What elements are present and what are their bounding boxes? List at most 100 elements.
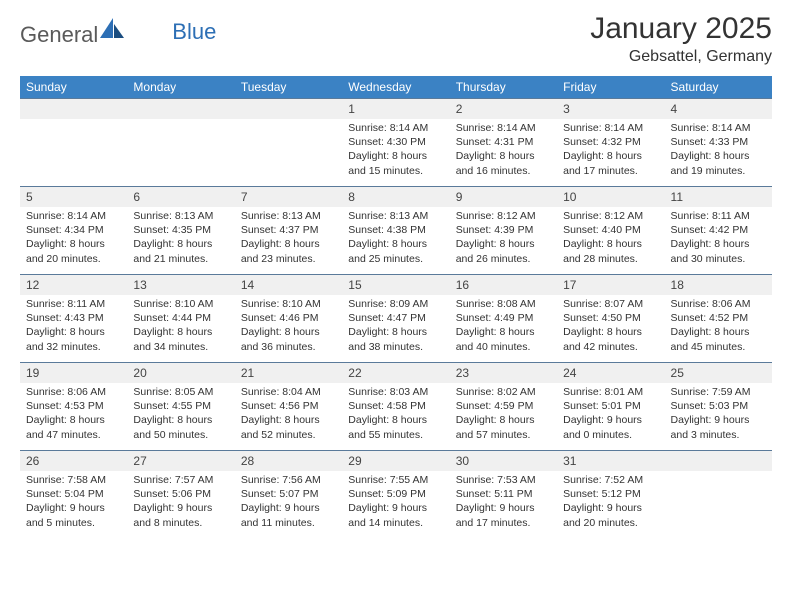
sunset-text: Sunset: 5:09 PM <box>348 487 443 501</box>
sunrise-text: Sunrise: 8:08 AM <box>456 297 551 311</box>
day-header: Friday <box>557 76 664 98</box>
day-number: 24 <box>557 363 664 383</box>
daylight-text: Daylight: 8 hours and 50 minutes. <box>133 413 228 441</box>
sunrise-text: Sunrise: 8:05 AM <box>133 385 228 399</box>
day-content: Sunrise: 8:12 AMSunset: 4:39 PMDaylight:… <box>450 207 557 270</box>
day-content: Sunrise: 8:13 AMSunset: 4:35 PMDaylight:… <box>127 207 234 270</box>
daylight-text: Daylight: 8 hours and 32 minutes. <box>26 325 121 353</box>
sunrise-text: Sunrise: 8:01 AM <box>563 385 658 399</box>
daylight-text: Daylight: 8 hours and 21 minutes. <box>133 237 228 265</box>
brand-sail-icon <box>100 18 124 38</box>
day-content: Sunrise: 8:10 AMSunset: 4:46 PMDaylight:… <box>235 295 342 358</box>
sunrise-text: Sunrise: 8:13 AM <box>133 209 228 223</box>
sunset-text: Sunset: 4:31 PM <box>456 135 551 149</box>
day-content: Sunrise: 8:14 AMSunset: 4:33 PMDaylight:… <box>665 119 772 182</box>
sunrise-text: Sunrise: 8:13 AM <box>348 209 443 223</box>
sunset-text: Sunset: 4:50 PM <box>563 311 658 325</box>
sunset-text: Sunset: 4:30 PM <box>348 135 443 149</box>
calendar-table: Sunday Monday Tuesday Wednesday Thursday… <box>20 76 772 538</box>
sunrise-text: Sunrise: 8:03 AM <box>348 385 443 399</box>
day-content: Sunrise: 8:09 AMSunset: 4:47 PMDaylight:… <box>342 295 449 358</box>
calendar-cell: 27Sunrise: 7:57 AMSunset: 5:06 PMDayligh… <box>127 450 234 538</box>
location-label: Gebsattel, Germany <box>590 48 772 66</box>
day-number: 8 <box>342 187 449 207</box>
day-number: 6 <box>127 187 234 207</box>
calendar-cell: 9Sunrise: 8:12 AMSunset: 4:39 PMDaylight… <box>450 186 557 274</box>
day-content: Sunrise: 8:14 AMSunset: 4:34 PMDaylight:… <box>20 207 127 270</box>
calendar-cell: 2Sunrise: 8:14 AMSunset: 4:31 PMDaylight… <box>450 98 557 186</box>
calendar-cell: 13Sunrise: 8:10 AMSunset: 4:44 PMDayligh… <box>127 274 234 362</box>
day-content: Sunrise: 8:13 AMSunset: 4:37 PMDaylight:… <box>235 207 342 270</box>
daylight-text: Daylight: 8 hours and 34 minutes. <box>133 325 228 353</box>
day-header: Wednesday <box>342 76 449 98</box>
day-number: 14 <box>235 275 342 295</box>
day-content: Sunrise: 8:08 AMSunset: 4:49 PMDaylight:… <box>450 295 557 358</box>
calendar-cell: 29Sunrise: 7:55 AMSunset: 5:09 PMDayligh… <box>342 450 449 538</box>
sunset-text: Sunset: 4:39 PM <box>456 223 551 237</box>
calendar-cell: 17Sunrise: 8:07 AMSunset: 4:50 PMDayligh… <box>557 274 664 362</box>
day-number: 31 <box>557 451 664 471</box>
sunrise-text: Sunrise: 8:12 AM <box>456 209 551 223</box>
daylight-text: Daylight: 8 hours and 42 minutes. <box>563 325 658 353</box>
calendar-cell: 3Sunrise: 8:14 AMSunset: 4:32 PMDaylight… <box>557 98 664 186</box>
calendar-cell: 19Sunrise: 8:06 AMSunset: 4:53 PMDayligh… <box>20 362 127 450</box>
day-content: Sunrise: 7:58 AMSunset: 5:04 PMDaylight:… <box>20 471 127 534</box>
daylight-text: Daylight: 9 hours and 14 minutes. <box>348 501 443 529</box>
calendar-cell: 5Sunrise: 8:14 AMSunset: 4:34 PMDaylight… <box>20 186 127 274</box>
sunset-text: Sunset: 4:58 PM <box>348 399 443 413</box>
calendar-cell: 11Sunrise: 8:11 AMSunset: 4:42 PMDayligh… <box>665 186 772 274</box>
sunrise-text: Sunrise: 8:14 AM <box>563 121 658 135</box>
daylight-text: Daylight: 8 hours and 23 minutes. <box>241 237 336 265</box>
calendar-cell: 6Sunrise: 8:13 AMSunset: 4:35 PMDaylight… <box>127 186 234 274</box>
daylight-text: Daylight: 9 hours and 8 minutes. <box>133 501 228 529</box>
day-number: 23 <box>450 363 557 383</box>
sunset-text: Sunset: 4:33 PM <box>671 135 766 149</box>
day-number: 7 <box>235 187 342 207</box>
sunrise-text: Sunrise: 8:06 AM <box>671 297 766 311</box>
day-header: Monday <box>127 76 234 98</box>
day-number: 11 <box>665 187 772 207</box>
day-number: 26 <box>20 451 127 471</box>
day-number: 17 <box>557 275 664 295</box>
day-number: 20 <box>127 363 234 383</box>
daylight-text: Daylight: 8 hours and 30 minutes. <box>671 237 766 265</box>
daylight-text: Daylight: 8 hours and 47 minutes. <box>26 413 121 441</box>
day-content: Sunrise: 7:53 AMSunset: 5:11 PMDaylight:… <box>450 471 557 534</box>
sunset-text: Sunset: 4:53 PM <box>26 399 121 413</box>
brand-logo: General Blue <box>20 18 216 52</box>
sunset-text: Sunset: 5:12 PM <box>563 487 658 501</box>
day-content: Sunrise: 7:52 AMSunset: 5:12 PMDaylight:… <box>557 471 664 534</box>
sunset-text: Sunset: 5:07 PM <box>241 487 336 501</box>
calendar-cell: 10Sunrise: 8:12 AMSunset: 4:40 PMDayligh… <box>557 186 664 274</box>
day-header: Tuesday <box>235 76 342 98</box>
calendar-cell: 28Sunrise: 7:56 AMSunset: 5:07 PMDayligh… <box>235 450 342 538</box>
day-number: 25 <box>665 363 772 383</box>
daylight-text: Daylight: 9 hours and 11 minutes. <box>241 501 336 529</box>
day-header: Saturday <box>665 76 772 98</box>
sunset-text: Sunset: 4:38 PM <box>348 223 443 237</box>
sunrise-text: Sunrise: 8:14 AM <box>348 121 443 135</box>
sunset-text: Sunset: 5:01 PM <box>563 399 658 413</box>
daylight-text: Daylight: 8 hours and 52 minutes. <box>241 413 336 441</box>
calendar-cell: 8Sunrise: 8:13 AMSunset: 4:38 PMDaylight… <box>342 186 449 274</box>
title-block: January 2025 Gebsattel, Germany <box>590 12 772 66</box>
sunset-text: Sunset: 4:55 PM <box>133 399 228 413</box>
calendar-week: 5Sunrise: 8:14 AMSunset: 4:34 PMDaylight… <box>20 186 772 274</box>
daylight-text: Daylight: 9 hours and 17 minutes. <box>456 501 551 529</box>
day-content: Sunrise: 8:10 AMSunset: 4:44 PMDaylight:… <box>127 295 234 358</box>
sunset-text: Sunset: 4:46 PM <box>241 311 336 325</box>
sunrise-text: Sunrise: 7:52 AM <box>563 473 658 487</box>
calendar-cell: 12Sunrise: 8:11 AMSunset: 4:43 PMDayligh… <box>20 274 127 362</box>
day-number: 3 <box>557 99 664 119</box>
sunset-text: Sunset: 4:37 PM <box>241 223 336 237</box>
header: General Blue January 2025 Gebsattel, Ger… <box>20 12 772 66</box>
calendar-cell: 22Sunrise: 8:03 AMSunset: 4:58 PMDayligh… <box>342 362 449 450</box>
calendar-cell: 30Sunrise: 7:53 AMSunset: 5:11 PMDayligh… <box>450 450 557 538</box>
day-number: 21 <box>235 363 342 383</box>
calendar-week: 12Sunrise: 8:11 AMSunset: 4:43 PMDayligh… <box>20 274 772 362</box>
calendar-week: 19Sunrise: 8:06 AMSunset: 4:53 PMDayligh… <box>20 362 772 450</box>
calendar-cell <box>20 98 127 186</box>
day-number: 12 <box>20 275 127 295</box>
sunrise-text: Sunrise: 8:14 AM <box>456 121 551 135</box>
sunrise-text: Sunrise: 7:57 AM <box>133 473 228 487</box>
